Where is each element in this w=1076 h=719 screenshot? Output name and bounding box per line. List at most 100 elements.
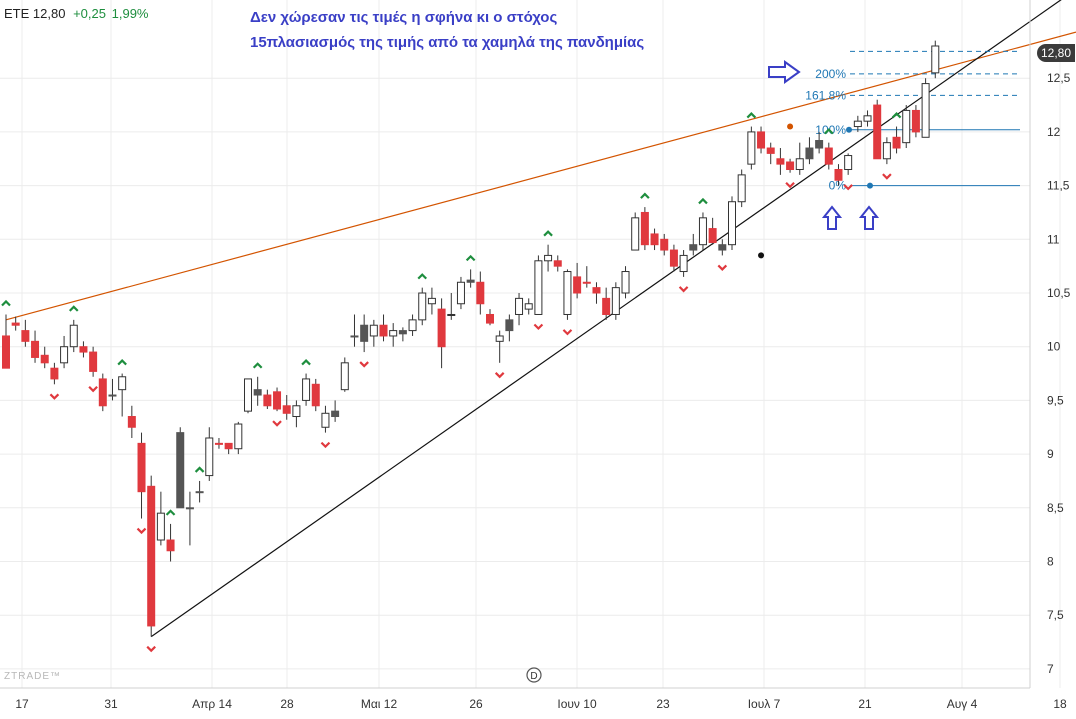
candle-body bbox=[321, 412, 330, 428]
candle bbox=[282, 395, 291, 420]
fib-level-label: 200% bbox=[815, 67, 846, 81]
candle bbox=[360, 314, 369, 353]
candle bbox=[166, 523, 175, 562]
candle-body bbox=[2, 335, 10, 369]
candle-body bbox=[650, 233, 659, 246]
candle-body bbox=[747, 131, 756, 165]
watermark-logo: ZTRADE™ bbox=[4, 671, 61, 682]
candle-layer bbox=[2, 40, 940, 637]
candle-body bbox=[553, 260, 562, 267]
y-tick-label: 8 bbox=[1047, 554, 1054, 568]
candle bbox=[176, 427, 185, 509]
candle bbox=[50, 362, 59, 385]
candle-body bbox=[379, 324, 388, 337]
candle-body bbox=[786, 161, 795, 171]
candle bbox=[805, 137, 814, 165]
candle bbox=[379, 314, 388, 342]
y-tick-label: 7 bbox=[1047, 662, 1054, 676]
candle bbox=[931, 40, 940, 79]
candle bbox=[747, 126, 756, 170]
candle bbox=[515, 293, 524, 326]
candle bbox=[427, 287, 436, 315]
y-tick-label: 12 bbox=[1047, 125, 1061, 139]
candle-body bbox=[418, 292, 427, 321]
candle bbox=[534, 255, 543, 315]
signal-up-chevron-icon bbox=[301, 358, 311, 366]
fib-level-label: 100% bbox=[815, 123, 846, 137]
candle-body bbox=[834, 169, 843, 181]
fib-level-label: 161.8% bbox=[805, 88, 846, 102]
candle bbox=[214, 437, 223, 449]
candle bbox=[127, 405, 136, 438]
x-tick-label: 23 bbox=[656, 697, 670, 711]
candle-body bbox=[611, 287, 620, 315]
candle bbox=[40, 346, 49, 369]
fibonacci-layer: 0% 100% 161.8% 200% bbox=[805, 50, 1020, 193]
candle-body bbox=[398, 330, 407, 335]
signal-up-chevron-icon bbox=[891, 111, 902, 119]
candle-body bbox=[437, 308, 446, 348]
candle-body bbox=[805, 147, 814, 160]
candle bbox=[311, 378, 320, 412]
candle bbox=[544, 244, 553, 272]
candle-body bbox=[631, 217, 640, 251]
candle-body bbox=[11, 322, 20, 326]
signal-down-chevron-icon bbox=[533, 323, 544, 331]
candle-body bbox=[369, 324, 378, 337]
signal-up-chevron-icon bbox=[417, 273, 428, 280]
candle bbox=[447, 293, 456, 320]
candle bbox=[563, 269, 572, 320]
candle bbox=[185, 491, 194, 546]
y-tick-label: 10,5 bbox=[1047, 286, 1071, 300]
candle-body bbox=[882, 142, 891, 160]
candle-body bbox=[89, 351, 98, 372]
candle bbox=[853, 115, 862, 132]
candle bbox=[31, 330, 40, 363]
candle bbox=[495, 330, 504, 363]
candle bbox=[437, 298, 446, 369]
candle bbox=[602, 287, 611, 320]
candle-body bbox=[524, 303, 533, 310]
y-tick-label: 11 bbox=[1047, 232, 1060, 246]
up-arrow-icon bbox=[858, 205, 880, 230]
candle bbox=[486, 309, 494, 326]
candle bbox=[737, 169, 746, 208]
candle bbox=[524, 298, 533, 315]
candle bbox=[582, 266, 591, 288]
candle-body bbox=[873, 104, 882, 160]
candle bbox=[89, 346, 98, 377]
candle-body bbox=[776, 158, 785, 165]
candle bbox=[786, 158, 795, 173]
candle bbox=[863, 110, 872, 127]
candle-body bbox=[892, 136, 901, 149]
candle-body bbox=[302, 378, 311, 401]
candle-body bbox=[40, 354, 49, 364]
candle bbox=[689, 233, 698, 256]
candle bbox=[844, 153, 853, 175]
candle bbox=[921, 78, 930, 138]
candle-body bbox=[534, 260, 543, 315]
candle-body bbox=[863, 115, 872, 122]
candle bbox=[253, 376, 262, 406]
candle-body bbox=[931, 45, 940, 74]
candle-body bbox=[292, 405, 301, 418]
candle-body bbox=[592, 287, 601, 294]
candle-body bbox=[824, 147, 833, 165]
candle-body bbox=[50, 367, 59, 380]
signal-down-chevron-icon bbox=[717, 264, 728, 271]
ticker-header: ETE 12,80 +0,25 1,99% bbox=[4, 6, 149, 21]
candle bbox=[592, 282, 601, 304]
candle-body bbox=[640, 211, 649, 246]
x-tick-label: Αυγ 4 bbox=[947, 697, 978, 711]
candle bbox=[815, 131, 824, 154]
candle bbox=[156, 491, 165, 546]
candle-body bbox=[495, 335, 504, 342]
candle-body bbox=[389, 330, 398, 337]
candle-body bbox=[427, 297, 436, 305]
signal-down-chevron-icon bbox=[562, 329, 573, 336]
candle bbox=[369, 319, 378, 347]
y-tick-label: 7,5 bbox=[1047, 608, 1064, 622]
